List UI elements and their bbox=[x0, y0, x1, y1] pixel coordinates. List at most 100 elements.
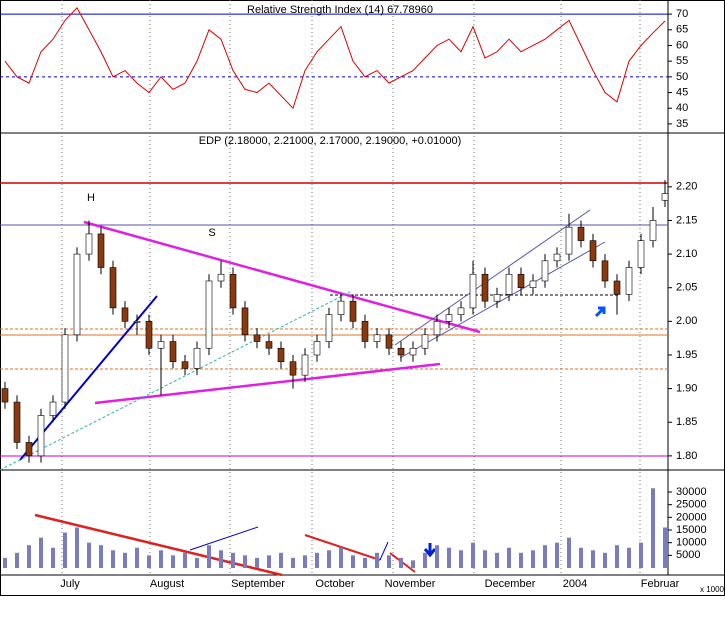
candle-body bbox=[61, 334, 69, 403]
y-tick-label: 20000 bbox=[676, 511, 707, 523]
volume-bar bbox=[87, 542, 91, 568]
volume-bar bbox=[651, 488, 655, 568]
volume-bar bbox=[603, 552, 607, 568]
volume-bar bbox=[327, 550, 331, 568]
candle-body bbox=[109, 267, 117, 309]
annotation: H bbox=[87, 192, 95, 204]
candle-body bbox=[373, 334, 381, 342]
x-tick-label: August bbox=[150, 578, 184, 590]
y-tick-label: 15000 bbox=[676, 524, 707, 536]
x-tick-label: December bbox=[485, 578, 536, 590]
candle-body bbox=[325, 314, 333, 342]
volume-bar bbox=[555, 542, 559, 568]
volume-bar bbox=[303, 555, 307, 568]
volume-bar bbox=[123, 552, 127, 568]
volume-bar bbox=[279, 552, 283, 568]
candle-body bbox=[157, 341, 165, 349]
volume-bar bbox=[243, 555, 247, 568]
candle-body bbox=[409, 347, 417, 356]
candle-body bbox=[661, 193, 669, 201]
candle-body bbox=[445, 314, 453, 322]
candle-body bbox=[37, 415, 45, 457]
volume-bar bbox=[579, 547, 583, 568]
candle-body bbox=[565, 226, 573, 255]
y-tick-label: 2.15 bbox=[676, 214, 697, 226]
candle-body bbox=[541, 260, 549, 282]
volume-bar bbox=[63, 532, 67, 568]
candle-body bbox=[505, 273, 513, 295]
candle-body bbox=[433, 321, 441, 336]
rsi-line bbox=[4, 7, 666, 110]
volume-bar bbox=[183, 552, 187, 568]
y-tick-label: 2.00 bbox=[676, 315, 697, 327]
trend-lines bbox=[0, 209, 606, 577]
volume-bar bbox=[255, 557, 259, 568]
volume-bar bbox=[207, 545, 211, 568]
y-tick-label: 60 bbox=[676, 39, 688, 51]
y-tick-label: 2.20 bbox=[676, 181, 697, 193]
candle-body bbox=[601, 260, 609, 282]
candle-body bbox=[313, 341, 321, 356]
volume-bar bbox=[75, 527, 79, 568]
candle-body bbox=[121, 307, 129, 322]
volume-bar bbox=[543, 545, 547, 568]
volume-bar bbox=[315, 552, 319, 568]
candle-body bbox=[229, 273, 237, 309]
y-tick-label: 1.95 bbox=[676, 349, 697, 361]
candle-body bbox=[205, 280, 213, 349]
candle-body bbox=[553, 253, 561, 262]
volume-bar bbox=[159, 550, 163, 568]
x-tick-label: October bbox=[315, 578, 354, 590]
volume-bar bbox=[627, 547, 631, 568]
x-tick-label: 2004 bbox=[563, 578, 587, 590]
candle-body bbox=[625, 267, 633, 295]
candle-body bbox=[361, 321, 369, 342]
candle-body bbox=[85, 233, 93, 255]
candle-body bbox=[277, 347, 285, 363]
volume-bar bbox=[507, 547, 511, 568]
candle-body bbox=[481, 273, 489, 302]
volume-bar bbox=[567, 537, 571, 568]
y-tick-label: 10000 bbox=[676, 537, 707, 549]
volume-bar bbox=[423, 552, 427, 568]
candle-body bbox=[217, 273, 225, 282]
volume-bar bbox=[471, 542, 475, 568]
volume-bar bbox=[147, 555, 151, 568]
annotation: S bbox=[208, 227, 215, 239]
candle-body bbox=[469, 273, 477, 309]
volume-bar bbox=[399, 557, 403, 568]
y-tick-label: 25000 bbox=[676, 499, 707, 511]
volume-bar bbox=[531, 550, 535, 568]
y-tick-label: 5000 bbox=[676, 549, 700, 561]
candle-body bbox=[637, 240, 645, 268]
volume-bar bbox=[219, 550, 223, 568]
volume-bar bbox=[591, 550, 595, 568]
y-tick-label: 55 bbox=[676, 55, 688, 67]
candle-body bbox=[265, 341, 273, 349]
candle-body bbox=[577, 226, 585, 241]
volume-bar bbox=[339, 547, 343, 568]
volume-bar bbox=[435, 545, 439, 568]
volume-bar bbox=[3, 557, 7, 568]
candle-body bbox=[73, 253, 81, 336]
candle-body bbox=[241, 307, 249, 336]
candle-body bbox=[133, 321, 141, 323]
candle-body bbox=[589, 240, 597, 262]
volume-bar bbox=[99, 545, 103, 568]
price-title: EDP (2.18000, 2.21000, 2.17000, 2.19000,… bbox=[199, 135, 462, 147]
volume-bar bbox=[351, 555, 355, 568]
y-tick-label: 1.85 bbox=[676, 416, 697, 428]
candle-body bbox=[253, 334, 261, 342]
volume-bar bbox=[459, 550, 463, 568]
volume-bar bbox=[615, 545, 619, 568]
volume-bar bbox=[375, 552, 379, 568]
y-tick-label: 2.05 bbox=[676, 282, 697, 294]
y-tick-label: 40 bbox=[676, 102, 688, 114]
volume-bar bbox=[639, 542, 643, 568]
rsi-title: Relative Strength Index (14) 67.78960 bbox=[247, 4, 433, 16]
candle-body bbox=[13, 401, 21, 443]
volume-bar bbox=[231, 552, 235, 568]
y-tick-label: 2.10 bbox=[676, 248, 697, 260]
volume-bar bbox=[267, 555, 271, 568]
